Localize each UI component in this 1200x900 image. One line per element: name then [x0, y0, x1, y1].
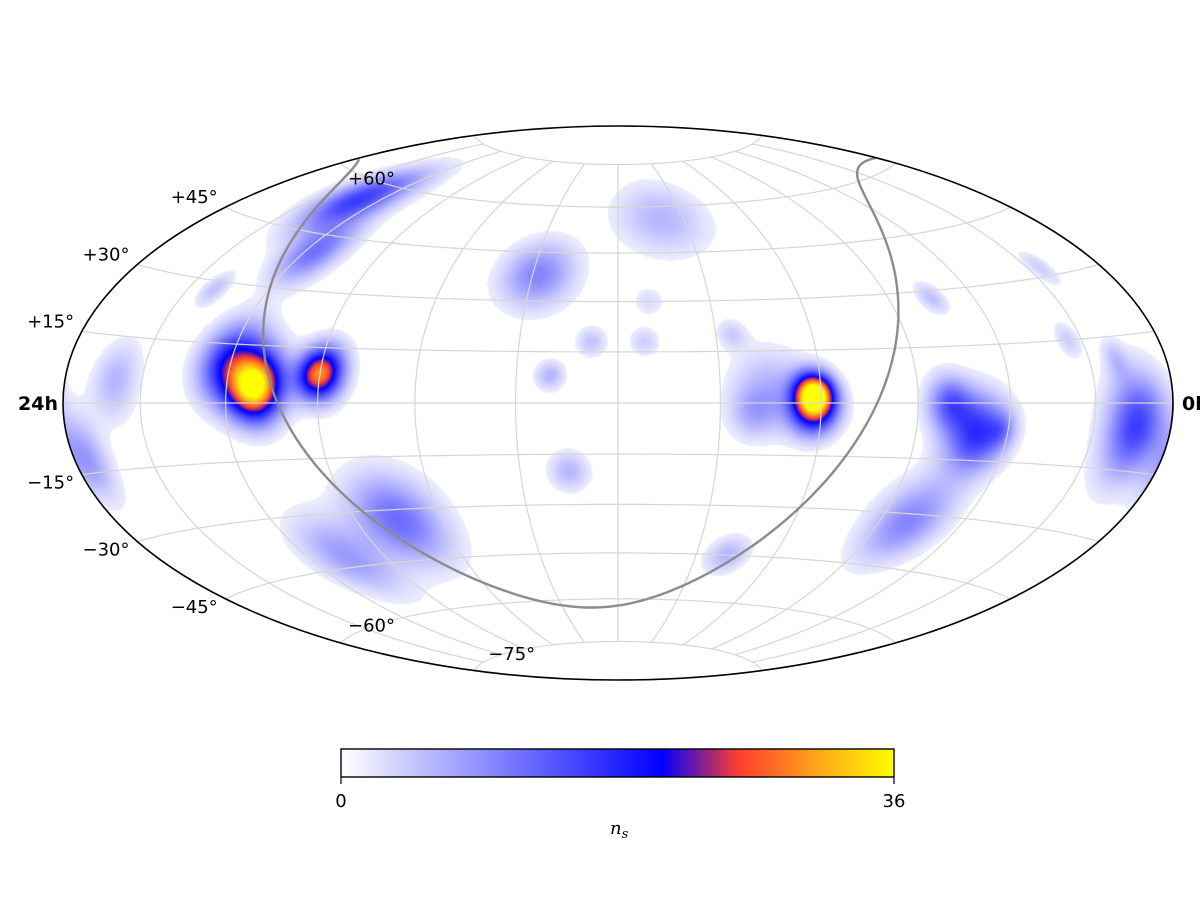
- graticule: [63, 135, 1173, 671]
- colorbar-max-label: 36: [883, 791, 906, 812]
- declination-label: +30°: [83, 245, 130, 266]
- colorbar-gradient: [340, 748, 895, 778]
- galactic-plane-segment: [262, 158, 361, 509]
- ra-label-left: 24h: [18, 393, 58, 415]
- graticule-meridian: [414, 160, 554, 646]
- colorbar-label-main: n: [610, 818, 622, 839]
- graticule-meridian: [225, 150, 502, 656]
- colorbar-min-label: 0: [335, 791, 346, 812]
- declination-label: +60°: [348, 168, 395, 189]
- colorbar-label-sub: s: [622, 827, 629, 842]
- graticule-meridian: [682, 160, 822, 646]
- graticule-meridian: [515, 163, 586, 643]
- graticule-meridian: [711, 156, 920, 650]
- colorbar: 0 36 ns: [335, 748, 906, 842]
- galactic-plane-segment: [357, 156, 900, 609]
- declination-label: −45°: [171, 597, 218, 618]
- ra-label-right: 0h: [1182, 393, 1200, 415]
- graticule-meridian: [650, 163, 721, 643]
- sky-boundary: [62, 125, 1174, 681]
- declination-label: −15°: [27, 473, 74, 494]
- galactic-plane-curve: [262, 156, 900, 609]
- declination-label: −30°: [83, 539, 130, 560]
- graticule-meridian: [139, 143, 484, 663]
- declination-labels: +60° +45° +30° +15° −15° −30° −45° −60° −75°: [27, 168, 535, 665]
- declination-label: +15°: [27, 311, 74, 332]
- declination-label: −60°: [348, 616, 395, 637]
- declination-label: +45°: [171, 187, 218, 208]
- graticule-meridian: [752, 143, 1097, 663]
- graticule-meridian: [734, 150, 1011, 656]
- colorbar-label: ns: [610, 818, 629, 842]
- declination-label: −75°: [488, 644, 535, 665]
- graticule-meridian: [316, 156, 525, 650]
